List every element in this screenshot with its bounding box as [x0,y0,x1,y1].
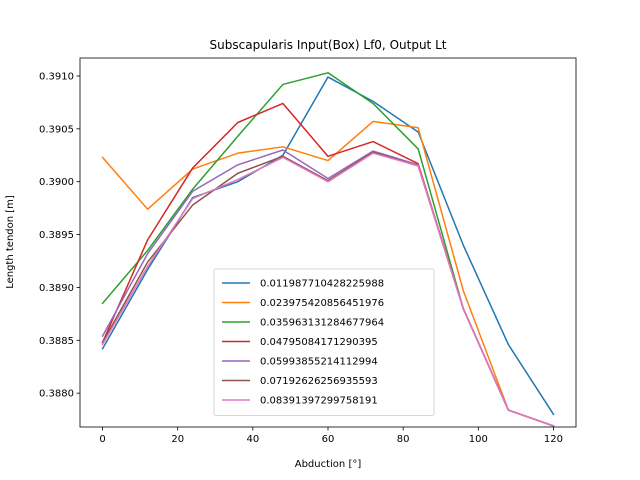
x-axis-label: Abduction [°] [295,459,362,470]
y-tick-label: 0.3905 [39,124,74,135]
x-axis-ticks: 0 20 40 60 80 100 120 [99,427,563,445]
series-line-7 [101,152,555,427]
legend-label: 0.035963131284677964 [260,318,384,329]
legend-label: 0.07192626256935593 [260,376,378,387]
plot-lines [101,72,555,427]
y-tick-label: 0.3885 [39,336,74,347]
y-tick-label: 0.3900 [39,177,74,188]
y-tick-label: 0.3880 [39,389,74,400]
y-axis-label: Length tendon [m] [5,195,16,289]
x-tick-label: 80 [397,434,410,445]
y-axis-ticks: 0.3880 0.3885 0.3890 0.3895 0.3900 0.3905 0.39… [39,71,80,400]
legend: 0.011987710428225988 0.023975420856451976… [213,268,435,416]
legend-label: 0.023975420856451976 [260,298,384,309]
legend-label: 0.08391397299758191 [260,396,378,407]
chart-title: Subscapularis Input(Box) Lf0, Output Lt [210,38,447,52]
x-tick-label: 40 [246,434,259,445]
legend-label: 0.05993855214112994 [260,357,378,368]
legend-label: 0.04795084171290395 [260,337,378,348]
legend-label: 0.011987710428225988 [260,279,384,290]
y-tick-label: 0.3910 [39,71,74,82]
x-tick-label: 0 [99,434,105,445]
x-tick-label: 60 [322,434,335,445]
y-tick-label: 0.3890 [39,283,74,294]
x-tick-label: 100 [469,434,488,445]
series-line-2 [101,120,555,427]
legend-box [213,268,435,416]
x-tick-label: 20 [171,434,184,445]
x-tick-label: 120 [544,434,563,445]
y-tick-label: 0.3895 [39,230,74,241]
